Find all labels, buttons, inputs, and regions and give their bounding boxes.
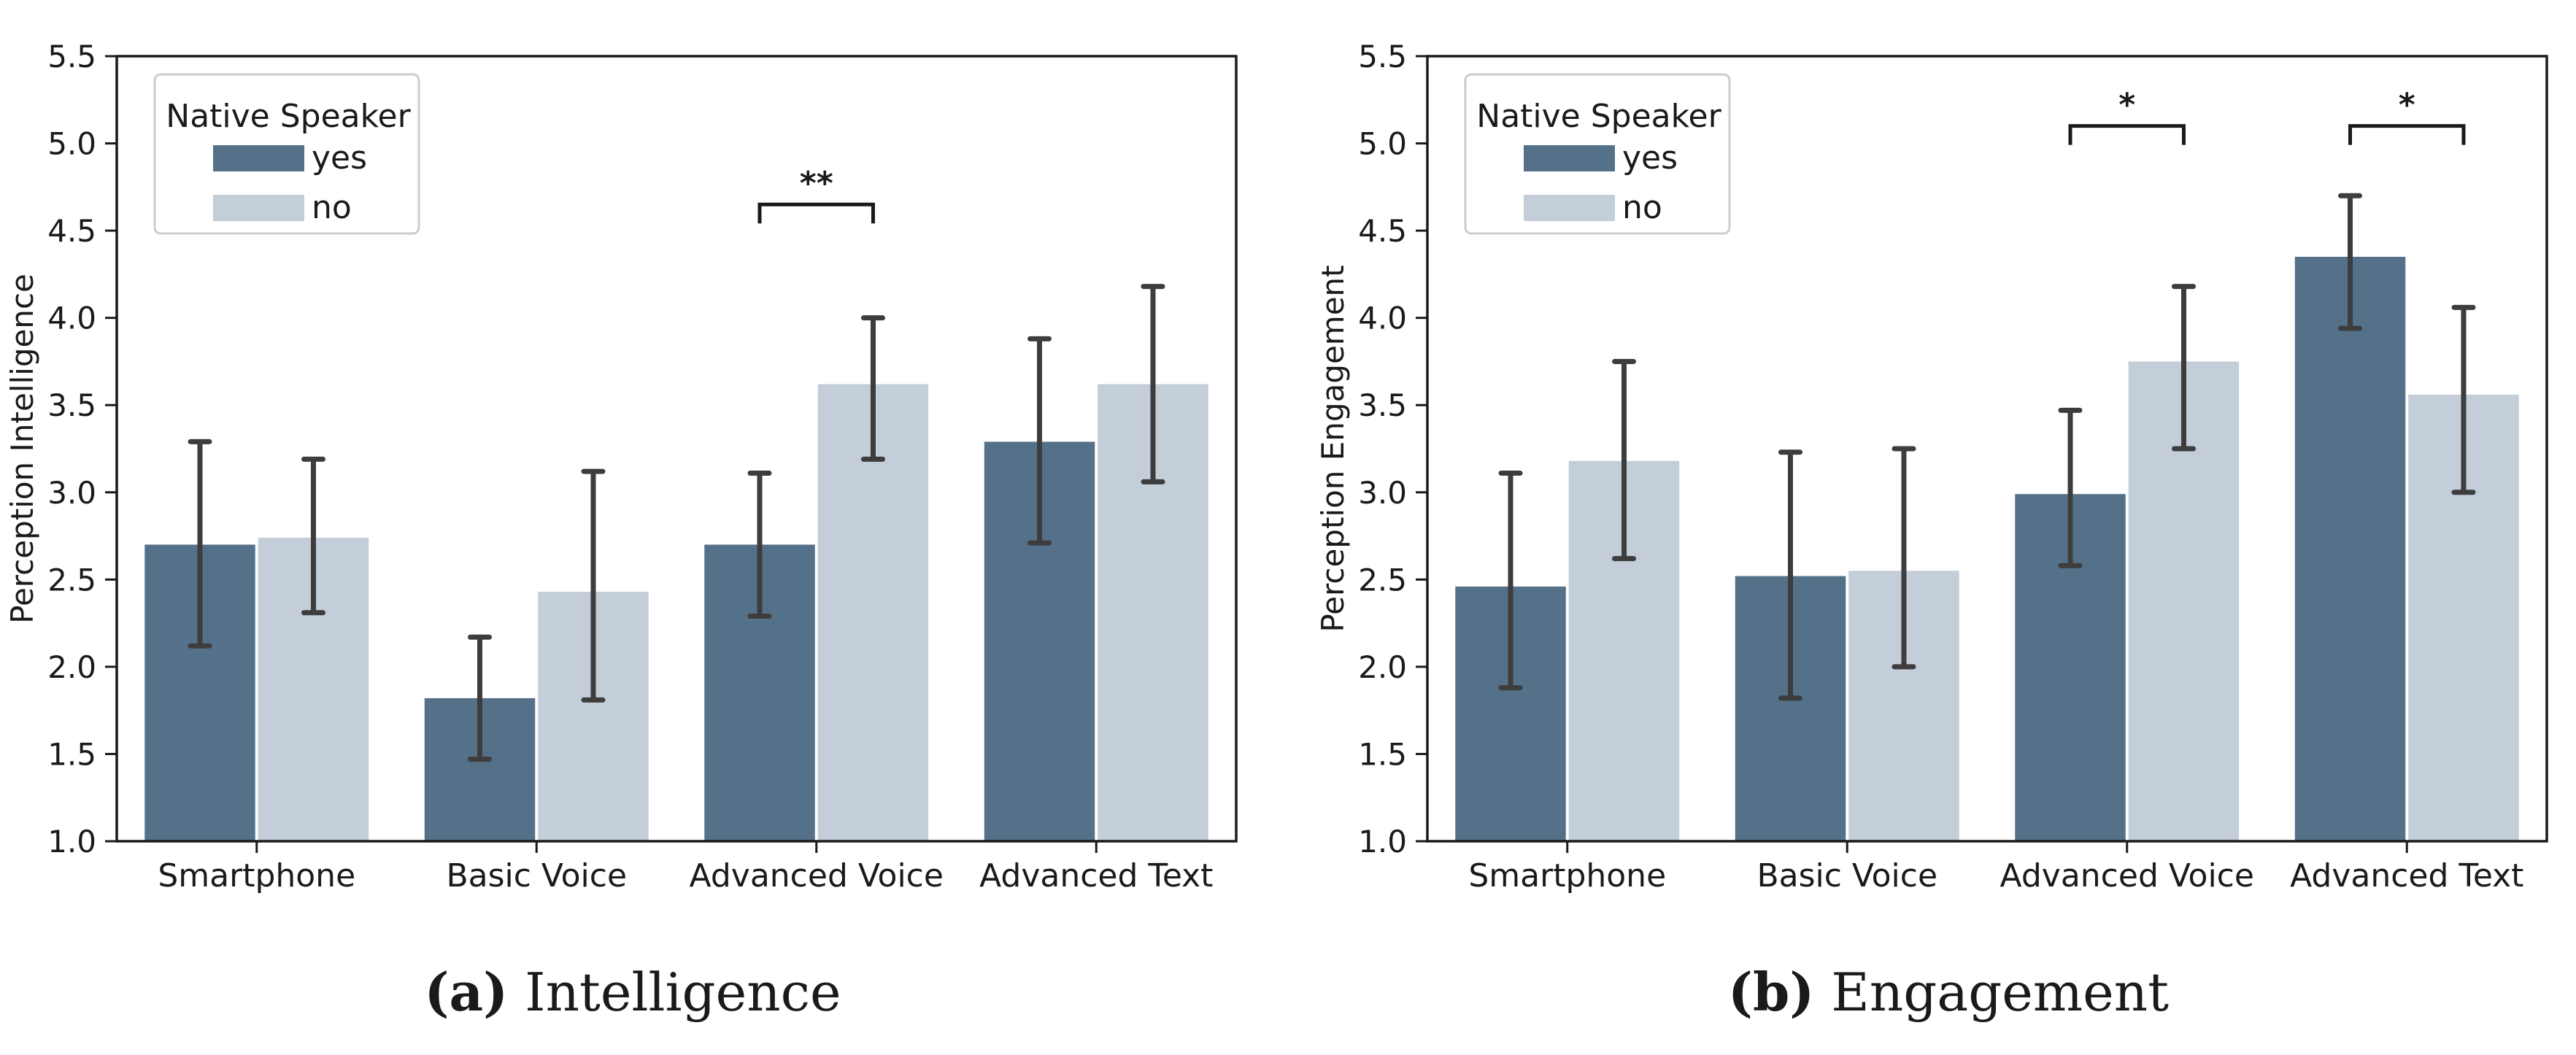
y-tick-label: 3.0 [1358, 475, 1407, 511]
legend-label-no: no [312, 189, 352, 226]
y-tick-label: 1.5 [47, 736, 96, 772]
x-tick-label: Advanced Text [979, 857, 1213, 894]
plot-frame [1426, 55, 2548, 843]
y-axis-label: Perception Engagement [1315, 265, 1351, 632]
legend-swatch-no [213, 195, 304, 221]
legend-label-yes: yes [312, 139, 367, 177]
legend-title: Native Speaker [166, 98, 411, 135]
x-tick-label: Basic Voice [446, 857, 627, 894]
y-tick-label: 2.0 [47, 649, 96, 685]
x-tick-label: Smartphone [1468, 857, 1666, 894]
y-tick-label: 1.0 [47, 824, 96, 859]
bar-yes-3 [2294, 256, 2406, 841]
y-tick-label: 5.5 [1358, 39, 1407, 74]
legend-swatch-yes [213, 145, 304, 171]
significance-marker: * [2399, 87, 2415, 124]
legend-title: Native Speaker [1476, 98, 1721, 135]
figure-caption: (b) Engagement [1728, 961, 2169, 1023]
y-tick-label: 4.5 [1358, 213, 1407, 249]
legend-swatch-yes [1524, 145, 1615, 171]
y-tick-label: 4.0 [47, 301, 96, 336]
significance-marker: * [2118, 87, 2135, 124]
x-tick-label: Advanced Text [2290, 857, 2523, 894]
significance-bracket [757, 202, 875, 224]
caption-text: Engagement [1814, 962, 2169, 1023]
significance-marker: ** [800, 165, 833, 202]
y-tick-label: 3.5 [1358, 387, 1407, 423]
y-axis-label: Perception Intelligence [4, 274, 40, 624]
significance-bracket [2068, 124, 2186, 145]
x-tick-label: Smartphone [158, 857, 355, 894]
caption-prefix: (a) [424, 961, 508, 1023]
x-tick-label: Basic Voice [1756, 857, 1937, 894]
caption-text: Intelligence [508, 962, 841, 1023]
x-tick-label: Advanced Voice [690, 857, 944, 894]
legend-label-no: no [1622, 189, 1662, 226]
plot-frame [115, 55, 1238, 843]
caption-prefix: (b) [1728, 961, 1814, 1023]
legend-swatch-no [1524, 195, 1615, 221]
y-tick-label: 4.5 [47, 213, 96, 249]
y-tick-label: 4.0 [1358, 301, 1407, 336]
chart-panel-a: 1.0 1.5 2.0 2.5 3.0 3.5 4.0 4.5 5.0 5.5 Smartphone… [4, 39, 1238, 1023]
y-tick-label: 5.5 [47, 39, 96, 74]
y-tick-label: 1.5 [1358, 736, 1407, 772]
chart-panel-b: 1.0 1.5 2.0 2.5 3.0 3.5 4.0 4.5 5.0 5.5 Smartphone… [1315, 39, 2548, 1023]
y-tick-label: 5.0 [47, 126, 96, 162]
y-tick-label: 2.0 [1358, 649, 1407, 685]
y-tick-label: 3.0 [47, 475, 96, 511]
legend-label-yes: yes [1622, 139, 1678, 177]
y-tick-label: 2.5 [47, 562, 96, 598]
x-tick-label: Advanced Voice [2000, 857, 2254, 894]
figure-caption: (a) Intelligence [424, 961, 841, 1023]
y-tick-label: 3.5 [47, 387, 96, 423]
y-tick-label: 5.0 [1358, 126, 1407, 162]
significance-bracket [2348, 124, 2466, 145]
y-tick-label: 2.5 [1358, 562, 1407, 598]
y-tick-label: 1.0 [1358, 824, 1407, 859]
